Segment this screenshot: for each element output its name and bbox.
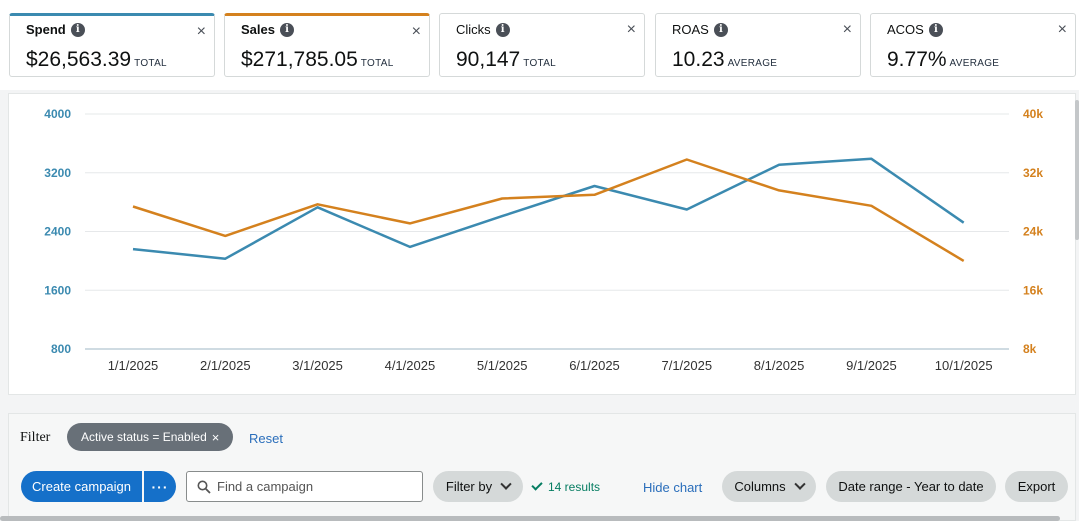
y-right-tick-label: 8k bbox=[1023, 342, 1037, 356]
reset-link[interactable]: Reset bbox=[249, 431, 283, 446]
check-icon bbox=[531, 479, 543, 491]
results-count: 14 results bbox=[531, 479, 601, 494]
horizontal-scrollbar[interactable] bbox=[0, 516, 1060, 521]
search-input[interactable] bbox=[217, 479, 417, 494]
filter-by-dropdown[interactable]: Filter by bbox=[433, 471, 523, 502]
y-left-tick-label: 1600 bbox=[44, 283, 71, 297]
search-icon bbox=[197, 480, 211, 494]
chevron-down-icon bbox=[500, 478, 512, 490]
x-tick-label: 5/1/2025 bbox=[477, 358, 528, 373]
metric-label: ROAS bbox=[672, 22, 709, 37]
close-icon[interactable]: × bbox=[196, 23, 206, 40]
campaign-search-box[interactable] bbox=[186, 471, 423, 502]
x-tick-label: 4/1/2025 bbox=[385, 358, 436, 373]
columns-dropdown[interactable]: Columns bbox=[722, 471, 816, 502]
metric-suffix: TOTAL bbox=[134, 58, 167, 69]
series-line-spend bbox=[132, 157, 965, 260]
y-right-tick-label: 24k bbox=[1023, 225, 1043, 239]
metric-suffix: AVERAGE bbox=[727, 58, 778, 69]
more-options-button[interactable]: ··· bbox=[144, 471, 176, 502]
metric-suffix: TOTAL bbox=[360, 58, 394, 69]
metric-value: $271,785.05 bbox=[241, 48, 358, 71]
info-icon[interactable]: i bbox=[928, 22, 943, 37]
filter-chip-label: Active status = Enabled bbox=[81, 430, 207, 444]
results-label: 14 results bbox=[548, 480, 601, 494]
metric-value: $26,563.39 bbox=[26, 48, 132, 71]
info-icon[interactable]: i bbox=[495, 22, 510, 37]
chevron-down-icon bbox=[793, 478, 806, 490]
x-tick-label: 2/1/2025 bbox=[200, 358, 251, 373]
campaign-toolbar-panel: Filter Active status = Enabled × Reset C… bbox=[8, 413, 1076, 521]
chart-panel: 4000 40k 3200 32k 2400 24k 1600 16k 800 8k 1/1/202… bbox=[8, 93, 1076, 395]
metric-label: Clicks bbox=[456, 22, 491, 37]
y-left-tick-label: 800 bbox=[51, 342, 71, 356]
metric-card-roas[interactable]: ROAS i × 10.23 AVERAGE bbox=[655, 13, 861, 77]
metric-label: Sales bbox=[241, 22, 275, 37]
metric-suffix: AVERAGE bbox=[949, 58, 1000, 69]
x-tick-label: 1/1/2025 bbox=[108, 358, 159, 373]
close-icon[interactable]: × bbox=[211, 429, 220, 445]
info-icon[interactable]: i bbox=[713, 22, 728, 37]
x-tick-label: 3/1/2025 bbox=[292, 358, 343, 373]
columns-label: Columns bbox=[734, 479, 786, 494]
metric-label: ACOS bbox=[887, 22, 924, 37]
create-campaign-button[interactable]: Create campaign bbox=[21, 471, 142, 502]
metric-label: Spend bbox=[26, 22, 66, 37]
performance-chart: 4000 40k 3200 32k 2400 24k 1600 16k 800 8k 1/1/202… bbox=[44, 107, 1043, 373]
x-tick-label: 7/1/2025 bbox=[661, 358, 712, 373]
metric-card-sales[interactable]: Sales i × $271,785.05 TOTAL bbox=[224, 13, 430, 77]
close-icon[interactable]: × bbox=[411, 23, 421, 40]
vertical-scrollbar[interactable] bbox=[1075, 100, 1079, 240]
series-line-sales bbox=[132, 158, 965, 262]
info-icon[interactable]: i bbox=[70, 22, 85, 37]
filter-chip-active-status[interactable]: Active status = Enabled × bbox=[67, 423, 234, 451]
hide-chart-link[interactable]: Hide chart bbox=[643, 480, 703, 495]
y-right-tick-label: 40k bbox=[1023, 107, 1043, 121]
metric-card-clicks[interactable]: Clicks i × 90,147 TOTAL bbox=[439, 13, 645, 77]
y-right-tick-label: 32k bbox=[1023, 166, 1043, 180]
y-left-tick-label: 2400 bbox=[44, 225, 71, 239]
metric-value: 9.77% bbox=[887, 48, 947, 71]
metric-card-acos[interactable]: ACOS i × 9.77% AVERAGE bbox=[870, 13, 1076, 77]
filter-label: Filter bbox=[20, 430, 51, 445]
metric-card-spend[interactable]: Spend i × $26,563.39 TOTAL bbox=[9, 13, 215, 77]
metric-value: 10.23 bbox=[672, 48, 725, 71]
close-icon[interactable]: × bbox=[842, 21, 852, 38]
y-left-tick-label: 4000 bbox=[44, 107, 71, 121]
info-icon[interactable]: i bbox=[279, 22, 294, 37]
x-tick-label: 6/1/2025 bbox=[569, 358, 620, 373]
x-tick-label: 9/1/2025 bbox=[846, 358, 897, 373]
close-icon[interactable]: × bbox=[626, 21, 636, 38]
date-range-button[interactable]: Date range - Year to date bbox=[826, 471, 996, 502]
x-tick-label: 8/1/2025 bbox=[754, 358, 805, 373]
y-right-tick-label: 16k bbox=[1023, 283, 1043, 297]
metric-value: 90,147 bbox=[456, 48, 521, 71]
export-button[interactable]: Export bbox=[1005, 471, 1068, 502]
x-tick-label: 10/1/2025 bbox=[935, 358, 993, 373]
metric-cards: Spend i × $26,563.39 TOTAL Sales i × $271,7… bbox=[0, 0, 1079, 90]
metric-suffix: TOTAL bbox=[523, 58, 557, 69]
close-icon[interactable]: × bbox=[1057, 21, 1067, 38]
filter-by-label: Filter by bbox=[445, 479, 493, 494]
y-left-tick-label: 3200 bbox=[44, 166, 71, 180]
